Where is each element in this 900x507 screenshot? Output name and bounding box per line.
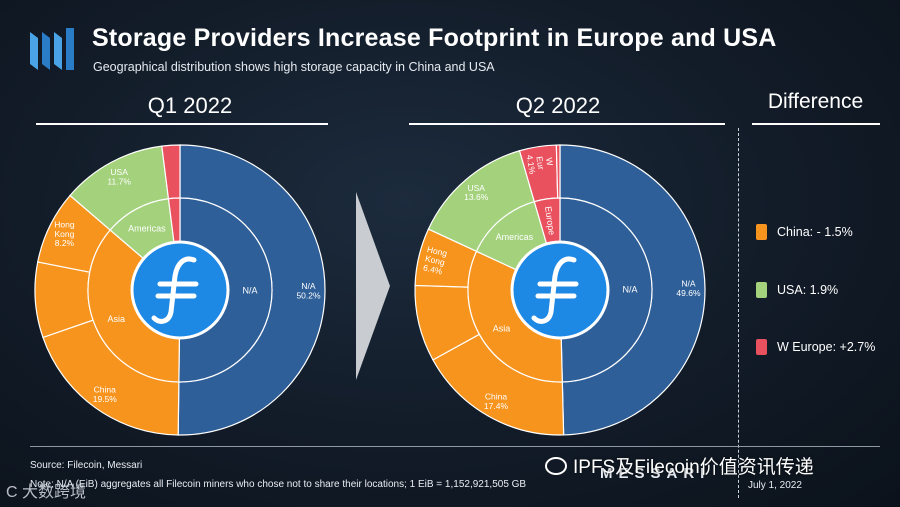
q1-sunburst-chart: N/A 50.2% China 19.5% Hong Kong 8.2% USA 11.7% N/… [34,144,326,436]
date-text: July 1, 2022 [748,480,802,491]
corner-watermark: C 大数跨境 [6,484,87,501]
weurope-swatch [756,339,767,355]
page-title: Storage Providers Increase Footprint in … [92,24,777,52]
q2-outer-label-w-eur: WEur4.1% [525,151,556,175]
difference-heading: Difference [767,90,864,113]
arrow-icon [356,192,390,380]
footer-rule [30,446,880,447]
q1-filecoin-logo [130,240,230,340]
q2-inner-label-n-a: N/A [622,284,637,294]
wechat-icon [545,456,567,475]
q1-outer-label-china: China 19.5% [93,384,118,403]
q2-outer-label-hong-kong: HongKong6.4% [422,244,449,277]
q2-sunburst-chart: N/A 49.6% China 17.4% HongKong6.4% USA 13.6% WE… [414,144,706,436]
difference-weurope: W Europe: +2.7% [756,339,875,355]
difference-weurope-label: W Europe: +2.7% [777,340,876,354]
usa-swatch [756,282,767,298]
q2-outer-label-n-a: N/A 49.6% [676,279,701,298]
divider [738,128,739,498]
difference-underline [752,123,880,125]
q2-filecoin-glyph-icon [531,256,579,324]
q1-outer-label-hong-kong: Hong Kong 8.2% [54,219,75,248]
watermark-text: IPFS及Filecoin价值资讯传递 [573,457,814,478]
q2-outer-slice-europe-6 [555,144,561,199]
q2-inner-label-europe: Europe [543,206,557,236]
china-swatch [756,224,767,240]
wechat-watermark: IPFS及Filecoin价值资讯传递 [545,452,814,479]
difference-china-label: China: - 1.5% [777,225,853,239]
q2-inner-label-americas: Americas [496,232,534,242]
difference-usa: USA: 1.9% [756,282,838,298]
page-subtitle: Geographical distribution shows high sto… [93,60,495,74]
q1-underline [36,123,328,125]
q1-heading: Q1 2022 [147,93,233,118]
q2-inner-label-asia: Asia [493,324,511,334]
q1-outer-label-usa: USA 11.7% [107,167,131,186]
q2-underline [409,123,725,125]
q1-inner-label-asia: Asia [107,314,125,324]
messari-wordmark: MESSARI [600,465,711,482]
difference-china: China: - 1.5% [756,224,853,240]
note-text: Note: N/A (EiB) aggregates all Filecoin … [30,479,527,490]
q1-inner-label-americas: Americas [128,223,166,233]
q2-filecoin-logo [510,240,610,340]
source-text: Source: Filecoin, Messari [30,460,143,471]
messari-logo [30,28,74,70]
q2-outer-label-china: China 17.4% [484,392,509,411]
q2-heading: Q2 2022 [515,93,601,118]
q1-outer-label-n-a: N/A 50.2% [296,281,321,300]
q2-outer-label-usa: USA 13.6% [464,183,489,202]
difference-usa-label: USA: 1.9% [777,283,839,297]
q1-inner-label-n-a: N/A [242,286,257,296]
q1-filecoin-glyph-icon [151,256,199,324]
